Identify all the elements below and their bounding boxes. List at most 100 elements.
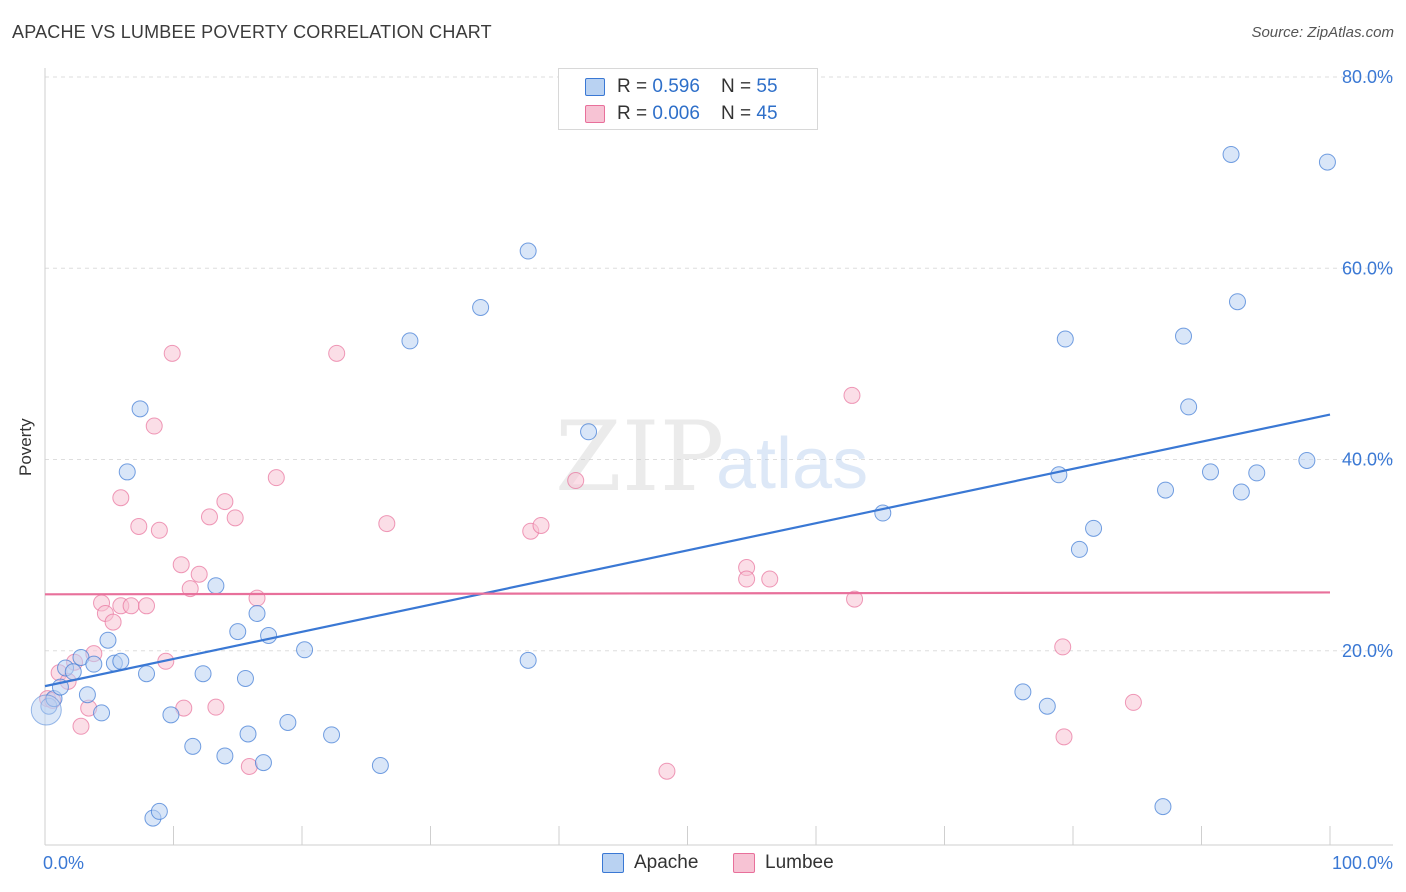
apache-point xyxy=(1038,697,1056,715)
apache-r-value: 0.596 xyxy=(652,76,700,97)
apache-n-value: 55 xyxy=(756,76,778,97)
apache-point xyxy=(1056,330,1074,348)
chart-title: APACHE VS LUMBEE POVERTY CORRELATION CHA… xyxy=(12,22,492,42)
lumbee-point xyxy=(216,493,234,511)
lumbee-trend-line xyxy=(44,591,1331,596)
apache-point xyxy=(194,665,212,683)
lumbee-point xyxy=(122,597,140,615)
x-tick-label-max: 100.0% xyxy=(1332,853,1393,873)
lumbee-point xyxy=(567,472,585,490)
apache-point xyxy=(1175,327,1193,345)
x-tick-label-min: 0.0% xyxy=(43,853,84,873)
lumbee-stats: R = 0.006 N = 45 xyxy=(617,103,778,125)
lumbee-point xyxy=(226,509,244,527)
lumbee-point xyxy=(207,698,225,716)
lumbee-point xyxy=(1055,728,1073,746)
apache-point xyxy=(1157,481,1175,499)
apache-point xyxy=(162,706,180,724)
apache-point xyxy=(401,332,419,350)
apache-point xyxy=(323,726,341,744)
source-label: Source: ZipAtlas.com xyxy=(1251,24,1394,41)
lumbee-point xyxy=(104,613,122,631)
apache-legend-swatch xyxy=(602,853,624,873)
tick-labels: 20.0% 40.0% 60.0% 80.0% 0.0% 100.0% xyxy=(43,67,1393,873)
apache-point xyxy=(580,423,598,441)
apache-point xyxy=(296,641,314,659)
lumbee-point xyxy=(378,515,396,533)
apache-point xyxy=(1180,398,1198,416)
apache-point xyxy=(207,577,225,595)
apache-point xyxy=(30,694,62,726)
watermark-zip: ZIP xyxy=(555,401,724,513)
apache-point xyxy=(1154,798,1172,816)
grid-lines xyxy=(45,76,1393,652)
lumbee-point xyxy=(1124,693,1142,711)
apache-points xyxy=(30,145,1336,827)
apache-point xyxy=(78,686,96,704)
apache-point xyxy=(1232,483,1250,501)
apache-point xyxy=(118,463,136,481)
lumbee-point xyxy=(190,565,208,583)
apache-point xyxy=(229,623,247,641)
lumbee-point xyxy=(738,570,756,588)
y-axis-label: Poverty xyxy=(16,418,35,476)
y-tick-label: 60.0% xyxy=(1342,258,1393,278)
apache-point xyxy=(1070,540,1088,558)
apache-point xyxy=(1050,466,1068,484)
apache-point xyxy=(1085,519,1103,537)
apache-point xyxy=(216,747,234,765)
lumbee-point xyxy=(172,556,190,574)
apache-point xyxy=(1248,464,1266,482)
lumbee-legend-label: Lumbee xyxy=(765,852,834,873)
lumbee-swatch xyxy=(585,105,605,123)
apache-point xyxy=(472,298,490,316)
apache-point xyxy=(1014,683,1032,701)
lumbee-point xyxy=(761,570,779,588)
apache-point xyxy=(112,652,130,670)
apache-point xyxy=(519,651,537,669)
lumbee-point xyxy=(112,489,130,507)
apache-n-label: N = xyxy=(721,76,757,97)
apache-point xyxy=(184,737,202,755)
apache-point xyxy=(99,631,117,649)
lumbee-point xyxy=(138,597,156,615)
apache-point xyxy=(1318,153,1336,171)
apache-point xyxy=(138,665,156,683)
lumbee-point xyxy=(1054,638,1072,656)
apache-point xyxy=(1298,451,1316,469)
lumbee-point xyxy=(532,516,550,534)
apache-r-label: R = xyxy=(617,76,653,97)
lumbee-point xyxy=(130,517,148,535)
apache-point xyxy=(371,757,389,774)
apache-point xyxy=(236,669,254,687)
trend-lines xyxy=(44,413,1331,688)
apache-point xyxy=(239,725,257,743)
watermark: ZIP atlas xyxy=(555,401,868,513)
apache-point xyxy=(85,655,103,673)
apache-point xyxy=(93,704,111,722)
lumbee-point xyxy=(843,386,861,404)
y-tick-label: 40.0% xyxy=(1342,450,1393,470)
apache-stats: R = 0.596 N = 55 xyxy=(617,76,778,98)
lumbee-n-label: N = xyxy=(721,103,757,124)
lumbee-r-label: R = xyxy=(617,103,653,124)
y-tick-label: 20.0% xyxy=(1342,641,1393,661)
lumbee-point xyxy=(846,590,864,608)
apache-point xyxy=(248,604,266,622)
apache-trend-line xyxy=(44,413,1331,688)
apache-swatch xyxy=(585,78,605,96)
apache-point xyxy=(64,663,82,681)
lumbee-point xyxy=(181,580,199,598)
apache-point xyxy=(254,754,272,772)
correlation-legend: R = 0.596 N = 55 R = 0.006 N = 45 xyxy=(558,68,818,130)
apache-point xyxy=(519,242,537,260)
apache-point xyxy=(279,713,297,731)
watermark-atlas: atlas xyxy=(716,424,868,504)
lumbee-point xyxy=(200,508,218,526)
lumbee-point xyxy=(267,469,285,487)
lumbee-point xyxy=(150,521,168,539)
apache-point xyxy=(131,400,149,418)
lumbee-point xyxy=(328,344,346,362)
lumbee-point xyxy=(163,344,181,362)
